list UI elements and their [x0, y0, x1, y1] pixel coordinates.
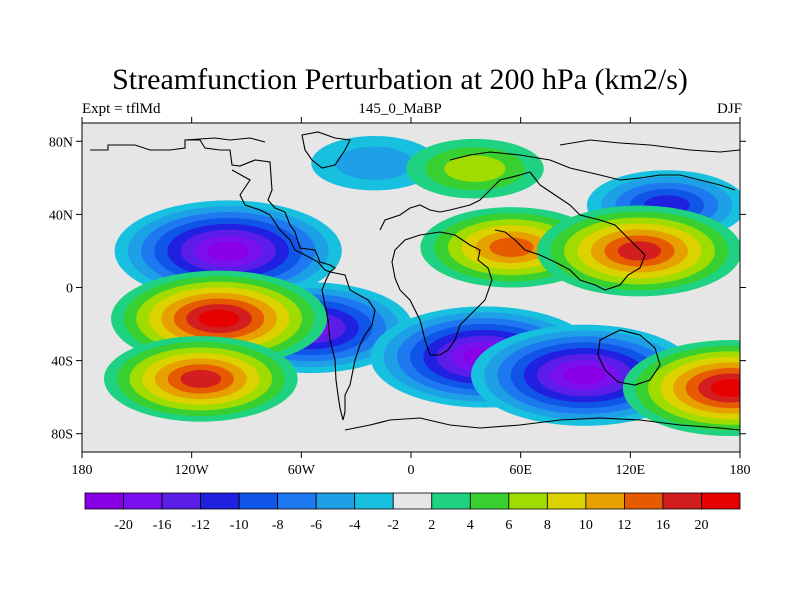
coastline-europe	[379, 171, 531, 231]
colorbar-box	[585, 492, 625, 510]
colorbar-label: -20	[114, 518, 133, 533]
contour-band	[180, 369, 222, 388]
colorbar-box	[123, 492, 163, 510]
coastline-asia	[449, 151, 736, 291]
x-tick-label: 180	[72, 463, 93, 478]
colorbar-box	[161, 492, 201, 510]
coastline-australia	[597, 329, 661, 386]
colorbar-box	[238, 492, 279, 510]
contour-band	[335, 146, 414, 180]
y-tick-label: 80S	[51, 428, 73, 443]
x-tick-label: 180	[730, 463, 751, 478]
x-tick-label: 60E	[509, 463, 532, 478]
colorbar-label: -6	[310, 518, 322, 533]
colorbar: -20 -16 -12 -10 -8 -6 -4 -2 2 4 6 8 10 12 16 20	[84, 492, 741, 533]
contour-band	[563, 365, 606, 385]
colorbar-label: 20	[694, 518, 708, 533]
colorbar-box	[431, 492, 471, 510]
colorbar-label: 10	[579, 518, 593, 533]
y-tick-label: 40S	[51, 355, 73, 370]
colorbar-label: 6	[505, 518, 512, 533]
colorbar-box	[508, 492, 548, 510]
y-tick-label: 80N	[49, 135, 73, 150]
colorbar-box	[315, 492, 356, 510]
colorbar-box	[84, 492, 124, 510]
colorbar-label: -16	[153, 518, 172, 533]
colorbar-box	[200, 492, 240, 510]
colorbar-box	[392, 492, 433, 510]
coastline-greenland	[301, 131, 351, 169]
longitude-axis: 180 120W 60W 0 60E 120E 180	[72, 117, 751, 478]
y-tick-label: 0	[66, 282, 73, 297]
case-label: 145_0_MaBP	[358, 101, 442, 117]
coastline-arctic-islands	[184, 137, 266, 143]
x-tick-label: 120E	[616, 463, 646, 478]
colorbar-box	[662, 492, 702, 510]
season-label: DJF	[716, 101, 742, 117]
contour-band	[617, 241, 662, 261]
colorbar-box	[701, 492, 741, 510]
x-tick-label: 60W	[288, 463, 316, 478]
colorbar-label: -8	[272, 518, 284, 533]
coastline-antarctica	[344, 417, 740, 431]
colorbar-box	[546, 492, 587, 510]
coastline-siberia-north	[559, 139, 740, 153]
latitude-axis: 80N 40N 0 40S 80S	[49, 135, 746, 443]
x-tick-label: 0	[408, 463, 415, 478]
experiment-label: Expt = tflMd	[82, 101, 161, 117]
coastline-layer	[90, 131, 740, 431]
map-title: Streamfunction Perturbation at 200 hPa (…	[112, 63, 688, 96]
y-tick-label: 40N	[49, 208, 73, 223]
contour-band	[489, 237, 534, 257]
colorbar-label: -2	[387, 518, 399, 533]
colorbar-label: 12	[617, 518, 631, 533]
colorbar-label: 4	[467, 518, 474, 533]
coastline-africa	[391, 231, 493, 356]
colorbar-label: 8	[544, 518, 551, 533]
contour-band	[444, 155, 506, 182]
colorbar-label: 16	[656, 518, 670, 533]
contour-fill-layer	[104, 136, 740, 437]
x-tick-label: 120W	[175, 463, 210, 478]
colorbar-label: -4	[349, 518, 361, 533]
coastline-north-america	[90, 139, 336, 273]
contour-band	[198, 309, 240, 328]
colorbar-box	[469, 492, 510, 510]
colorbar-label: -12	[191, 518, 210, 533]
colorbar-box	[354, 492, 394, 510]
colorbar-label: 2	[428, 518, 435, 533]
contour-band	[710, 379, 740, 397]
colorbar-box	[624, 492, 664, 510]
colorbar-label: -10	[230, 518, 249, 533]
coastline-south-america	[321, 271, 376, 421]
colorbar-box	[277, 492, 317, 510]
contour-band	[207, 241, 250, 261]
